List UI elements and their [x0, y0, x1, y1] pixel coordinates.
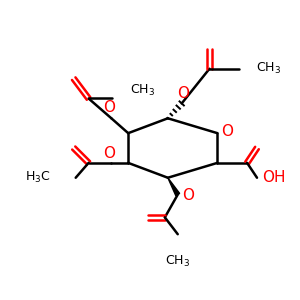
Text: O: O — [103, 146, 116, 161]
Text: O: O — [103, 100, 116, 115]
Text: CH$_3$: CH$_3$ — [130, 83, 155, 98]
Polygon shape — [168, 178, 180, 196]
Text: OH: OH — [262, 170, 286, 185]
Text: CH$_3$: CH$_3$ — [256, 61, 281, 76]
Text: H$_3$C: H$_3$C — [26, 170, 51, 185]
Text: O: O — [177, 86, 189, 101]
Text: O: O — [182, 188, 194, 203]
Text: CH$_3$: CH$_3$ — [165, 254, 190, 269]
Text: O: O — [221, 124, 233, 139]
